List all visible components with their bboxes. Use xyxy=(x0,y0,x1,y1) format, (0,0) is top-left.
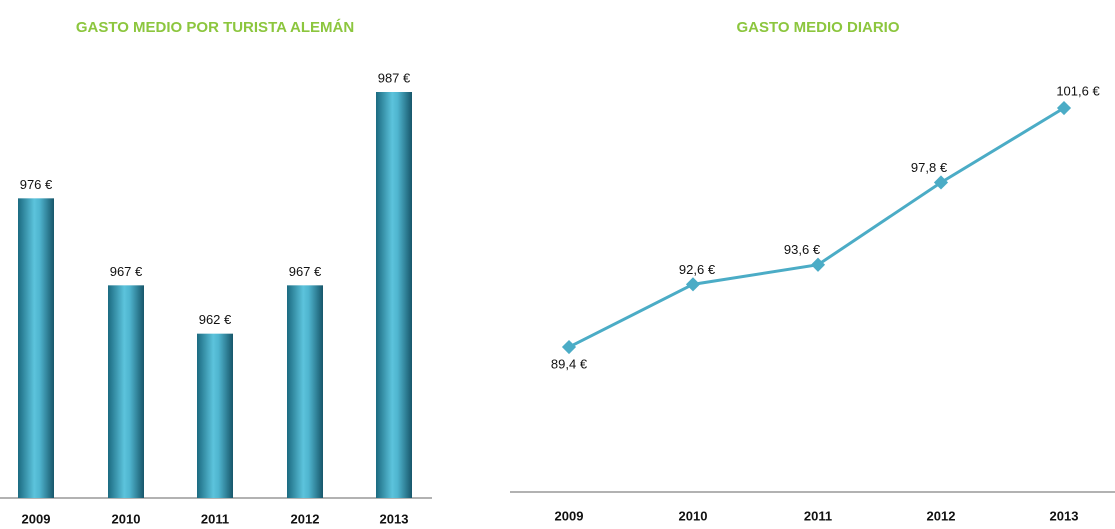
x-tick-label: 2010 xyxy=(679,508,708,523)
x-tick-label: 2013 xyxy=(1050,508,1079,523)
marker xyxy=(1056,100,1072,116)
x-tick-label: 2012 xyxy=(291,511,320,526)
data-label: 967 € xyxy=(110,264,143,279)
marker xyxy=(561,339,577,355)
x-tick-label: 2011 xyxy=(201,511,229,526)
bar xyxy=(197,333,233,498)
x-tick-label: 2009 xyxy=(555,508,584,523)
marker xyxy=(810,257,826,272)
chart-title: GASTO MEDIO DIARIO xyxy=(736,19,899,36)
data-label: 987 € xyxy=(378,70,411,85)
bar xyxy=(18,198,54,499)
x-tick-label: 2009 xyxy=(22,511,51,526)
x-tick-label: 2011 xyxy=(804,508,832,523)
data-label: 93,6 € xyxy=(784,242,821,257)
chart-title: GASTO MEDIO POR TURISTA ALEMÁN xyxy=(76,19,354,36)
bar xyxy=(376,92,412,498)
data-label: 101,6 € xyxy=(1056,83,1100,98)
data-label: 976 € xyxy=(20,177,53,192)
x-tick-label: 2010 xyxy=(112,511,141,526)
x-tick-label: 2013 xyxy=(380,511,409,526)
data-label: 97,8 € xyxy=(911,160,948,175)
data-label: 89,4 € xyxy=(551,356,588,371)
data-label: 92,6 € xyxy=(679,262,716,277)
x-tick-label: 2012 xyxy=(927,508,956,523)
marker xyxy=(685,277,701,292)
bar xyxy=(108,285,144,498)
marker xyxy=(933,175,949,190)
bar xyxy=(287,285,323,498)
line xyxy=(568,106,1065,349)
data-label: 962 € xyxy=(199,312,232,327)
data-label: 967 € xyxy=(289,264,322,279)
